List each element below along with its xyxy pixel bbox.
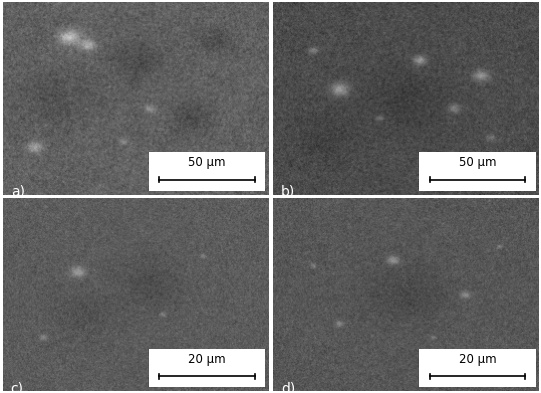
Bar (149, 349, 265, 387)
Bar (419, 152, 536, 191)
Bar (419, 349, 536, 387)
Text: 20 μm: 20 μm (459, 353, 496, 366)
Bar (149, 152, 265, 191)
Text: a): a) (11, 185, 25, 199)
Text: 50 μm: 50 μm (459, 156, 496, 169)
Text: b): b) (281, 185, 295, 199)
Text: 50 μm: 50 μm (188, 156, 226, 169)
Text: c): c) (11, 381, 24, 393)
Text: 20 μm: 20 μm (188, 353, 226, 366)
Text: d): d) (281, 381, 295, 393)
